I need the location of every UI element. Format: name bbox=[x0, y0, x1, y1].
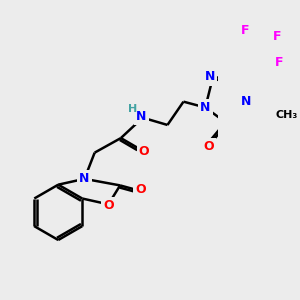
Text: H: H bbox=[128, 104, 137, 114]
Text: N: N bbox=[200, 101, 211, 114]
Text: N: N bbox=[136, 110, 146, 123]
Text: CH₃: CH₃ bbox=[275, 110, 298, 120]
Text: N: N bbox=[205, 70, 215, 83]
Text: F: F bbox=[275, 56, 284, 69]
Text: N: N bbox=[79, 172, 90, 185]
Text: O: O bbox=[203, 140, 214, 153]
Text: N: N bbox=[241, 95, 251, 108]
Text: F: F bbox=[240, 24, 249, 37]
Text: O: O bbox=[103, 199, 114, 212]
Text: O: O bbox=[139, 145, 149, 158]
Text: O: O bbox=[135, 183, 146, 196]
Text: F: F bbox=[272, 30, 281, 43]
